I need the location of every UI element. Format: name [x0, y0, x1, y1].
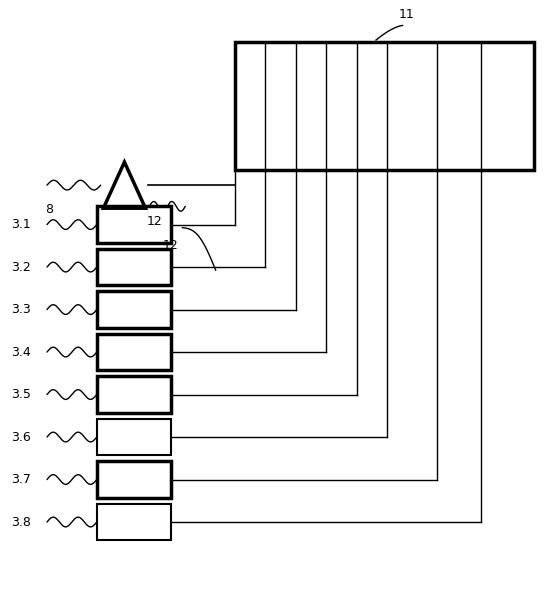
Text: 3.2: 3.2	[11, 260, 31, 274]
Bar	[97, 419, 171, 455]
Text: 3.8: 3.8	[11, 515, 31, 529]
Text: 12: 12	[163, 239, 179, 251]
Bar	[235, 42, 534, 170]
Text: 3.5: 3.5	[11, 388, 31, 401]
Text: 3.7: 3.7	[11, 473, 31, 486]
Text: 3.3: 3.3	[11, 303, 31, 316]
Text: 3.6: 3.6	[11, 430, 31, 444]
Bar	[97, 206, 171, 243]
Bar	[97, 504, 171, 540]
Bar	[97, 376, 171, 413]
Bar	[97, 334, 171, 370]
Bar	[97, 291, 171, 328]
Bar	[97, 461, 171, 498]
Bar	[97, 249, 171, 285]
Text: 3.4: 3.4	[11, 345, 31, 359]
Text: 12: 12	[147, 215, 162, 228]
Text: 8: 8	[45, 203, 53, 216]
Text: 3.1: 3.1	[11, 218, 31, 231]
Text: 11: 11	[399, 8, 414, 21]
